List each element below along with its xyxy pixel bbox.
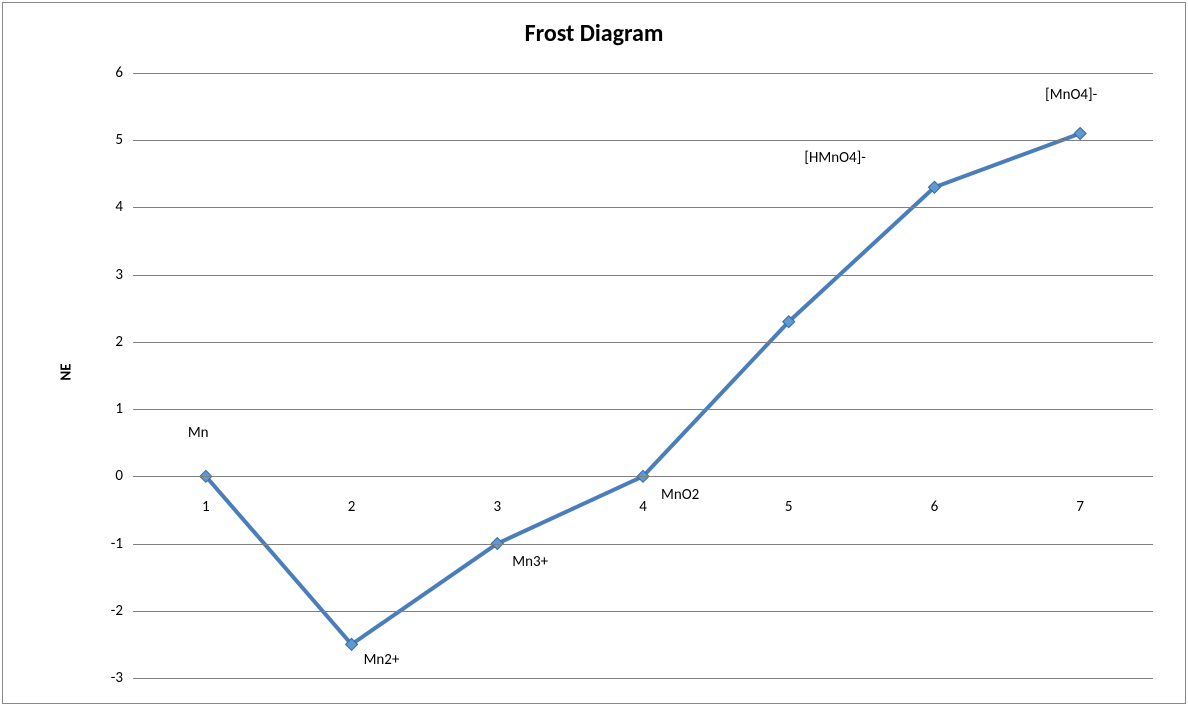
xtick-label: 4	[639, 498, 647, 516]
ytick-label: -2	[111, 602, 123, 620]
data-label: Mn2+	[364, 651, 400, 669]
xtick-label: 5	[785, 498, 793, 516]
ytick-label: 5	[115, 131, 123, 149]
ytick-label: 4	[115, 198, 123, 216]
ytick-label: -3	[111, 669, 123, 687]
data-label: MnO2	[661, 486, 699, 504]
gridline	[133, 140, 1153, 141]
ytick-label: 3	[115, 266, 123, 284]
data-label: [HMnO4]-	[804, 149, 865, 167]
xtick-label: 7	[1076, 498, 1084, 516]
data-label: Mn3+	[512, 553, 548, 571]
gridline	[133, 678, 1153, 679]
gridline	[133, 611, 1153, 612]
data-label: [MnO4]-	[1045, 86, 1097, 104]
gridline	[133, 73, 1153, 74]
ytick-label: 0	[115, 467, 123, 485]
ytick-label: 1	[115, 400, 123, 418]
xtick-label: 3	[493, 498, 501, 516]
gridline	[133, 275, 1153, 276]
gridline	[133, 476, 1153, 477]
y-axis-label: NE	[58, 363, 76, 380]
series-line	[206, 134, 1080, 645]
chart-svg	[133, 73, 1153, 678]
chart-frame: Frost Diagram NE -3 -2 -1 0 1 2 3 4 5 6 1 2 3 4 5 6 7 Mn M…	[2, 2, 1186, 704]
data-label: Mn	[188, 424, 209, 442]
gridline	[133, 544, 1153, 545]
ytick-label: 6	[115, 64, 123, 82]
ytick-label: 2	[115, 333, 123, 351]
chart-title: Frost Diagram	[3, 19, 1185, 48]
xtick-label: 1	[202, 498, 210, 516]
data-marker	[1074, 128, 1086, 140]
plot-area: -3-2-101234561234567MnMn2+Mn3+MnO2[HMnO4…	[133, 73, 1153, 678]
ytick-label: -1	[111, 535, 123, 553]
xtick-label: 2	[348, 498, 356, 516]
xtick-label: 6	[931, 498, 939, 516]
gridline	[133, 342, 1153, 343]
gridline	[133, 207, 1153, 208]
gridline	[133, 409, 1153, 410]
